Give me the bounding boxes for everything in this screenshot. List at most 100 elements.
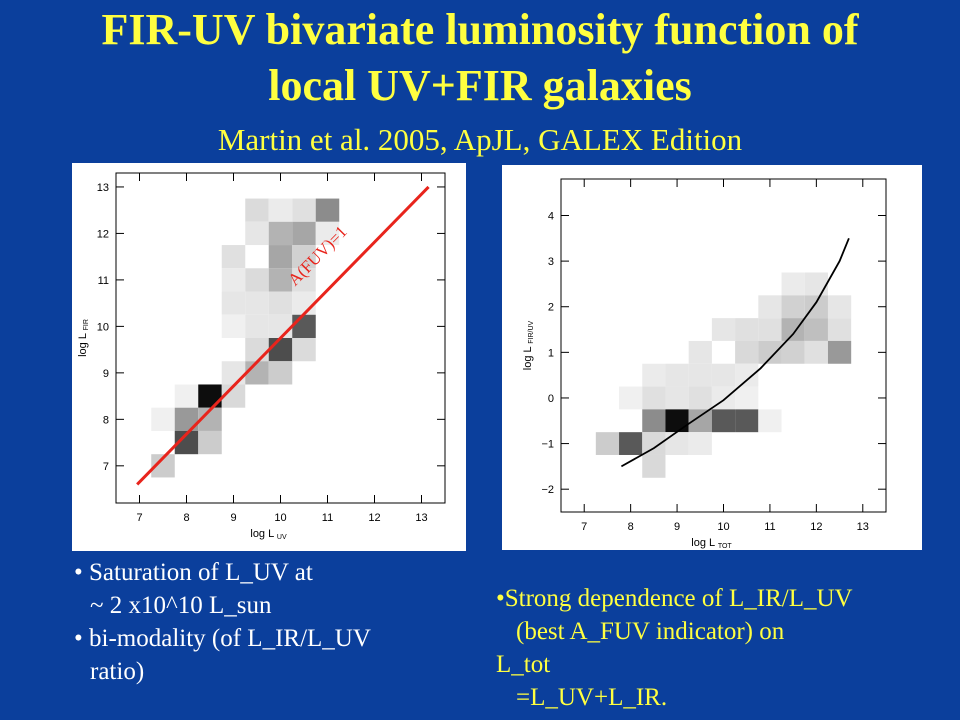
heatmap-cell [688, 363, 712, 387]
heatmap-cell [245, 268, 269, 292]
heatmap-cell [245, 338, 269, 362]
heatmap-cell [268, 268, 293, 292]
heatmap-cell [292, 198, 316, 222]
x-tick-label: 9 [230, 512, 236, 524]
heatmap-cell [781, 340, 805, 364]
heatmap-cell [221, 268, 246, 292]
heatmap-cell [735, 340, 759, 364]
heatmap-cell [315, 198, 340, 222]
note-line: •Strong dependence of L_IR/L_UV [496, 585, 853, 612]
heatmap-cell [151, 454, 175, 478]
heatmap-cell [268, 198, 293, 222]
heatmap-cell [292, 291, 316, 315]
heatmap-cell [781, 295, 805, 319]
heatmap-cell [221, 314, 246, 338]
page-title-line1: FIR-UV bivariate luminosity function of [101, 5, 859, 54]
heatmap-cell [245, 314, 269, 338]
heatmap-cell [642, 432, 666, 455]
note-line: =L_UV+L_IR. [516, 684, 668, 711]
heatmap-cell [781, 272, 805, 296]
heatmap-cell [642, 409, 666, 433]
heatmap-cell [665, 432, 689, 455]
heatmap-cell [245, 361, 269, 385]
heatmap-cell [711, 318, 736, 341]
notes-right: •Strong dependence of L_IR/L_UV (best A_… [496, 582, 960, 714]
heatmap-cell [245, 291, 269, 315]
x-tick-label: 10 [274, 512, 286, 524]
heatmap-cell [758, 295, 782, 319]
heatmap-cell [827, 318, 852, 341]
notes-left: • Saturation of L_UV at ~ 2 x10^10 L_sun… [74, 556, 474, 688]
x-tick-label: 13 [857, 521, 869, 533]
y-tick-label: 13 [97, 182, 109, 194]
heatmap-cell [245, 198, 269, 222]
y-tick-label: −2 [541, 484, 554, 496]
heatmap-cell [292, 221, 316, 246]
heatmap-cell [735, 363, 759, 387]
heatmap-cell [781, 318, 805, 341]
y-tick-label: 9 [103, 368, 109, 380]
heatmap-cell [151, 407, 175, 431]
x-tick-label: 7 [581, 521, 587, 533]
x-tick-label: 12 [368, 512, 380, 524]
note-line: • bi-modality (of L_IR/L_UV [74, 625, 371, 652]
y-axis-label: log L FIR/UV [522, 320, 535, 370]
heatmap-cell [665, 386, 689, 410]
heatmap-cell [174, 384, 199, 408]
heatmap-cell [174, 407, 199, 431]
heatmap-cell [758, 409, 782, 433]
heatmap-cell [268, 314, 293, 338]
x-tick-label: 10 [717, 521, 729, 533]
heatmap-cell [245, 221, 269, 246]
y-tick-label: 8 [103, 414, 109, 426]
heatmap-cell [268, 245, 293, 269]
heatmap-cell [198, 407, 222, 431]
heatmap-cell [221, 245, 246, 269]
y-tick-label: 0 [548, 393, 554, 405]
heatmap-cell [711, 409, 736, 433]
heatmap-cell [735, 409, 759, 433]
trend-curve [620, 237, 850, 468]
x-axis-label: log L TOT [691, 537, 732, 550]
heatmap-cell [221, 361, 246, 385]
heatmap-cell [665, 409, 689, 433]
heatmap-cell [198, 430, 222, 455]
heatmap-cell [758, 318, 782, 341]
heatmap-cell [665, 363, 689, 387]
heatmap-cell [804, 295, 828, 319]
y-tick-label: 12 [97, 228, 109, 240]
y-tick-label: 3 [548, 256, 554, 268]
x-tick-label: 13 [415, 512, 427, 524]
heatmap-cell [688, 409, 712, 433]
y-tick-label: 1 [548, 347, 554, 359]
x-tick-label: 8 [628, 521, 634, 533]
heatmap-cell [642, 363, 666, 387]
heatmap-cell [688, 432, 712, 455]
note-line: • Saturation of L_UV at [74, 559, 313, 586]
heatmap-cell [642, 454, 666, 478]
heatmap-cell [198, 384, 222, 408]
heatmap-cell [221, 291, 246, 315]
y-tick-label: 10 [97, 321, 109, 333]
heatmap-cell [292, 268, 316, 292]
chart-panel-right: 7 8 9 10 11 12 13 −2 −1 0 1 2 3 4 log L TOT log L FIR/U… [502, 165, 922, 550]
heatmap-cell [804, 340, 828, 364]
y-axis-label: log L FIR [77, 319, 90, 357]
x-tick-label: 11 [322, 512, 333, 524]
heatmap-cell [827, 295, 852, 319]
subtitle: Martin et al. 2005, ApJL, GALEX Edition [217, 122, 743, 157]
heatmap-cell [642, 386, 666, 410]
heatmap-cell [268, 361, 293, 385]
note-line: ~ 2 x10^10 L_sun [90, 592, 272, 619]
chart-panel-left: 7 8 9 10 11 12 13 7 8 9 10 11 12 13 log L UV log L FIR A… [72, 163, 466, 551]
heatmap-cell [688, 340, 712, 364]
heatmap-cell [804, 318, 828, 341]
y-tick-label: −1 [541, 439, 554, 451]
y-tick-label: 4 [548, 210, 554, 222]
heatmap-cell [735, 386, 759, 410]
x-axis-label: log L UV [250, 528, 287, 541]
x-tick-label: 9 [674, 521, 680, 533]
note-line: (best A_FUV indicator) on [516, 618, 785, 645]
